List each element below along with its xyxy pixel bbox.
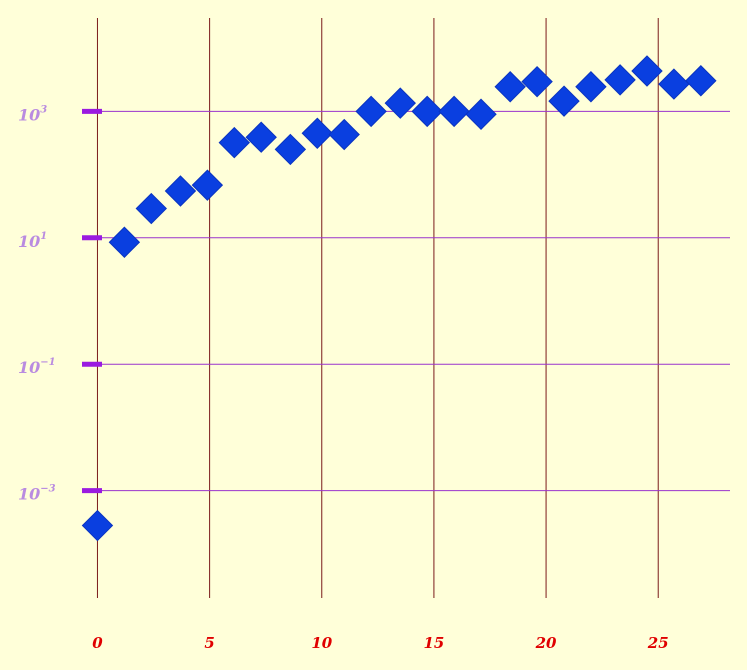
y-tick-base: 10 <box>18 358 40 377</box>
x-tick-label-2: 10 <box>311 634 332 652</box>
data-point-21 <box>658 68 690 100</box>
data-point-6 <box>245 121 277 153</box>
x-tick-label-4: 20 <box>535 634 557 652</box>
data-points <box>81 55 717 542</box>
data-point-16 <box>521 65 553 98</box>
data-point-5 <box>218 126 250 159</box>
y-tick-marks <box>82 108 102 494</box>
y-tick-base: 10 <box>18 105 40 124</box>
data-point-17 <box>548 85 580 117</box>
y-tick-exponent: 1 <box>40 231 47 242</box>
data-point-7 <box>274 133 307 166</box>
y-tick-base: 10 <box>18 485 40 504</box>
data-point-11 <box>384 87 416 119</box>
data-point-1 <box>108 226 141 258</box>
data-point-18 <box>575 71 607 103</box>
y-tick-exponent: −3 <box>40 484 55 495</box>
data-point-0 <box>81 509 114 542</box>
y-tick-label-0: 10−3 <box>18 484 56 504</box>
y-tick-base: 10 <box>18 232 40 251</box>
x-tick-label-0: 0 <box>92 634 103 652</box>
data-point-4 <box>191 169 224 201</box>
y-tick-label-2: 101 <box>18 231 47 251</box>
x-tick-label-5: 25 <box>647 634 669 652</box>
data-point-19 <box>604 64 636 96</box>
data-point-3 <box>164 175 197 207</box>
x-tick-label-3: 15 <box>423 634 444 652</box>
y-tick-label-1: 10−1 <box>18 357 56 377</box>
data-point-15 <box>494 71 526 103</box>
data-point-9 <box>328 118 360 151</box>
y-tick-label-3: 103 <box>18 104 47 124</box>
data-point-12 <box>411 95 443 128</box>
y-tick-exponent: −1 <box>40 357 55 368</box>
x-tick-label-1: 5 <box>204 634 214 652</box>
data-point-14 <box>465 98 497 130</box>
y-tick-exponent: 3 <box>40 104 47 115</box>
data-point-22 <box>685 65 717 97</box>
data-point-20 <box>631 55 663 87</box>
data-point-13 <box>438 95 470 128</box>
data-point-10 <box>355 95 387 128</box>
x-tick-labels: 0 5 10 15 20 25 <box>92 634 668 652</box>
data-point-8 <box>301 117 333 149</box>
data-point-2 <box>135 192 167 225</box>
